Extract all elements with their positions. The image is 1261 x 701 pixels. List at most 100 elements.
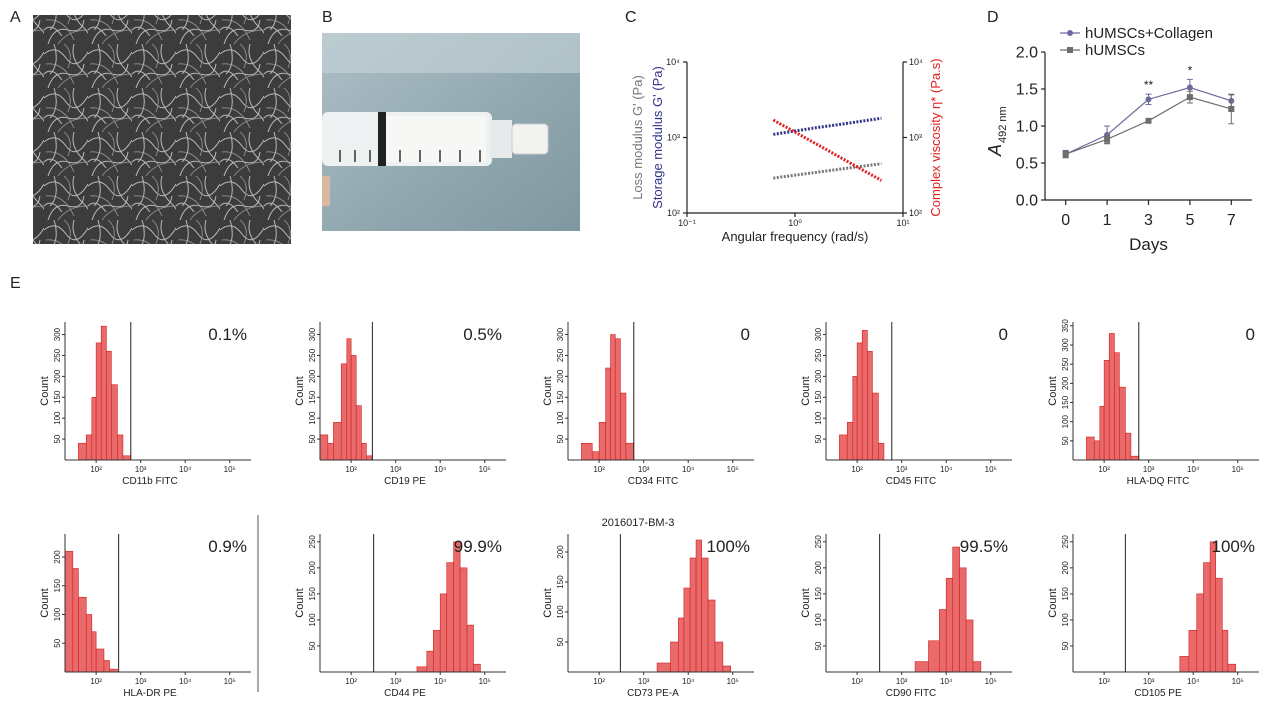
- x-axis-title: Days: [1129, 235, 1168, 254]
- y-tick-label: 200: [308, 561, 317, 575]
- y-tick-label: 10³: [667, 133, 680, 143]
- histogram-bar: [78, 596, 87, 673]
- x-tick-label: 10⁴: [1187, 465, 1200, 474]
- y-tick-label: 100: [814, 613, 823, 627]
- x-tick-label: 10⁵: [479, 677, 491, 686]
- histogram-bar: [945, 577, 954, 673]
- y-tick-label: 50: [1061, 641, 1070, 650]
- y-axis-title: Count: [1047, 588, 1059, 617]
- axis-title: Storage modulus G' (Pa): [650, 66, 665, 209]
- x-axis-title: CD19 PE: [384, 476, 426, 487]
- x-tick-label: 10³: [390, 677, 402, 686]
- y-axis-title: Count: [1047, 376, 1059, 405]
- histogram-bar: [861, 330, 868, 461]
- histogram-bar: [714, 641, 724, 673]
- histogram-bar: [656, 662, 671, 673]
- histogram-bar: [117, 434, 124, 461]
- y2-tick-label: 10³: [909, 133, 922, 143]
- histogram-bar: [446, 562, 454, 673]
- histogram-bar: [95, 648, 105, 673]
- y-tick-label: 300: [556, 327, 565, 341]
- y-axis-title: Count: [800, 588, 812, 617]
- x-axis-title: CD34 FITC: [628, 476, 679, 487]
- histogram-bar: [106, 350, 112, 461]
- y-tick-label: 250: [1061, 357, 1070, 371]
- x-tick-label: 10⁴: [434, 465, 447, 474]
- histogram-bar: [1179, 656, 1190, 673]
- x-tick-label: 10⁵: [727, 677, 739, 686]
- y-axis-title-sub: 492 nm: [997, 106, 1009, 143]
- x-axis-title: CD105 PE: [1134, 688, 1182, 699]
- histogram-bar: [100, 325, 107, 461]
- y-tick-label: 100: [814, 411, 823, 425]
- y-tick-label: 350: [1061, 319, 1070, 333]
- histogram-bar: [678, 617, 685, 673]
- y-tick-label: 100: [556, 411, 565, 425]
- histogram-bar: [852, 376, 858, 461]
- y-axis-title: Count: [39, 376, 51, 405]
- x-tick-label: 10²: [345, 465, 357, 474]
- histogram-bar: [366, 455, 373, 461]
- y-axis-title: Count: [294, 588, 306, 617]
- histogram-bar: [1209, 541, 1217, 673]
- x-tick-label: 10⁴: [682, 677, 695, 686]
- y-tick-label: 200: [1061, 561, 1070, 575]
- y-tick-label: 150: [556, 390, 565, 404]
- histogram-bar: [683, 587, 691, 673]
- histogram-bar: [64, 550, 74, 673]
- y-tick-label: 100: [556, 605, 565, 619]
- y-axis-title: Count: [542, 376, 554, 405]
- y-tick-label: 150: [308, 390, 317, 404]
- y-tick-label: 250: [308, 348, 317, 362]
- gate-percent: 100%: [707, 537, 750, 556]
- histogram-bar: [959, 567, 967, 673]
- y-tick-label: 200: [556, 369, 565, 383]
- histogram-bar: [614, 338, 621, 461]
- gate-percent: 0: [999, 325, 1008, 344]
- point: [1228, 105, 1235, 112]
- histogram-bar: [319, 434, 329, 461]
- y-tick-label: 50: [814, 641, 823, 650]
- x-axis-title: CD11b FITC: [122, 476, 177, 487]
- point: [1186, 94, 1193, 101]
- x-tick-label: 10¹: [896, 218, 909, 228]
- y-axis-title: Count: [39, 588, 51, 617]
- y-tick-label: 50: [53, 434, 62, 443]
- y2-tick-label: 10²: [909, 208, 922, 218]
- histogram-bar: [598, 422, 606, 461]
- x-axis-title: CD44 PE: [384, 688, 426, 699]
- histogram-bar: [1196, 593, 1204, 673]
- point: [1186, 84, 1193, 91]
- x-tick-label: 10³: [896, 465, 908, 474]
- y-tick-label: 150: [53, 579, 62, 593]
- y-tick-label: 150: [814, 587, 823, 601]
- y-tick-label: 200: [53, 369, 62, 383]
- x-tick-label: 10³: [390, 465, 402, 474]
- y-tick-label: 250: [308, 535, 317, 549]
- y-tick-label: 50: [814, 434, 823, 443]
- chart-title: 2016017-BM-3: [602, 517, 675, 529]
- histogram-bar: [426, 650, 434, 673]
- histogram-bar: [350, 355, 357, 461]
- y-tick-label: 100: [308, 411, 317, 425]
- y-axis-title-main: A: [985, 144, 1005, 157]
- histogram-bar: [85, 434, 93, 461]
- x-tick-label: 1: [1103, 212, 1112, 229]
- y-tick-label: 300: [1061, 338, 1070, 352]
- y-tick-label: 100: [308, 613, 317, 627]
- x-axis-title: CD73 PE-A: [627, 688, 679, 699]
- histogram-bar: [878, 442, 885, 461]
- legend-label: hUMSCs: [1085, 42, 1145, 59]
- histogram-bar: [78, 442, 87, 461]
- y-tick-label: 250: [53, 348, 62, 362]
- histogram-bar: [1222, 630, 1229, 673]
- point: [1062, 151, 1069, 158]
- y-tick-label: 300: [53, 327, 62, 341]
- x-tick-label: 10²: [1098, 677, 1110, 686]
- y-tick-label: 200: [814, 561, 823, 575]
- y-tick-label: 200: [1061, 376, 1070, 390]
- histogram-bar: [591, 451, 600, 461]
- axis-title: Loss modulus G' (Pa): [630, 75, 645, 200]
- histogram-bar: [1103, 360, 1110, 461]
